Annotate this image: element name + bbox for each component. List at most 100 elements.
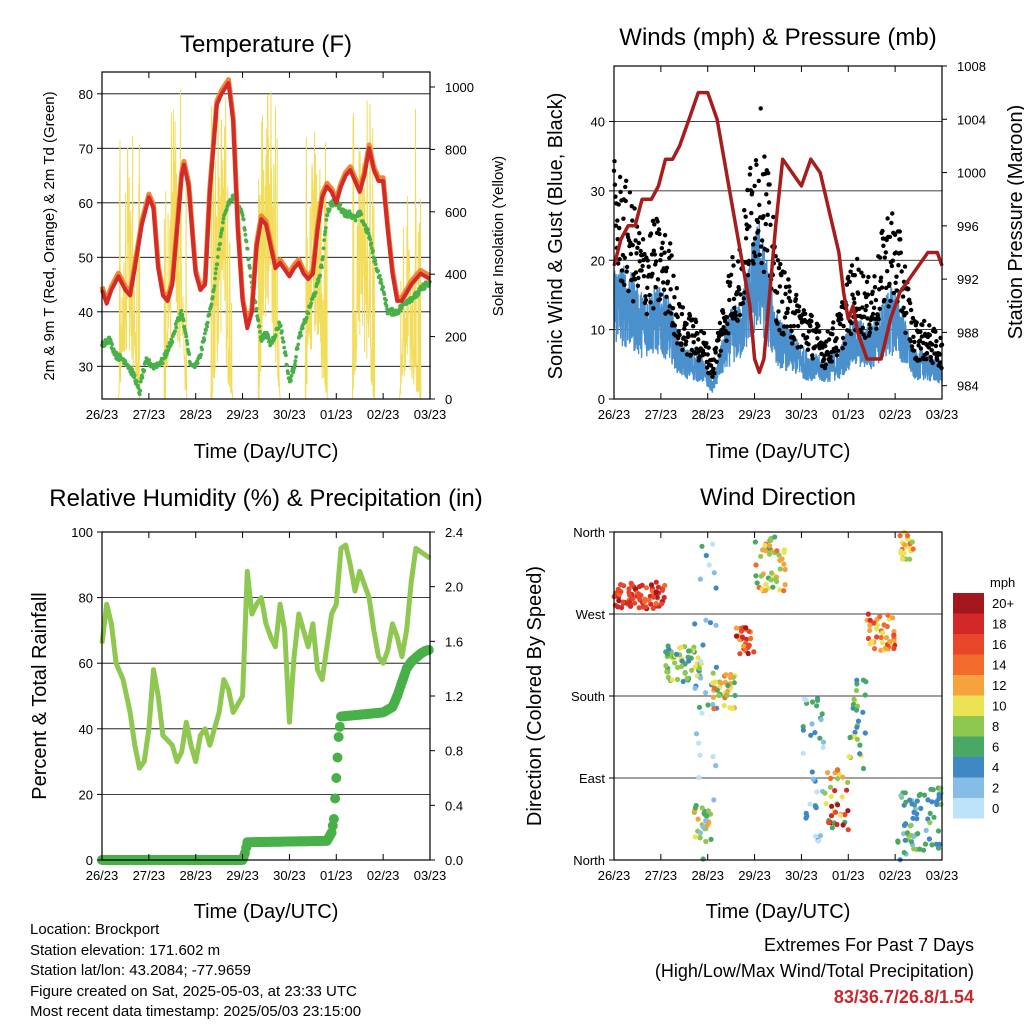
direction-point bbox=[767, 543, 773, 549]
y-tick-right-label: 996 bbox=[957, 219, 979, 234]
direction-point bbox=[773, 577, 779, 583]
direction-point bbox=[743, 625, 749, 631]
humidity-panel: Relative Humidity (%) & Precipitation (i… bbox=[29, 485, 483, 923]
dewpoint-point bbox=[384, 298, 388, 302]
gust-point bbox=[670, 306, 676, 311]
gust-point bbox=[779, 273, 784, 278]
gust-point bbox=[933, 329, 938, 334]
dewpoint-point bbox=[187, 352, 192, 356]
direction-point bbox=[839, 794, 845, 800]
gust-point bbox=[756, 178, 761, 184]
gust-point bbox=[762, 154, 767, 159]
dewpoint-point bbox=[300, 326, 305, 330]
gust-point bbox=[839, 317, 844, 322]
gust-point bbox=[873, 316, 878, 322]
direction-point bbox=[840, 774, 846, 780]
gust-point bbox=[817, 329, 822, 334]
direction-point bbox=[935, 828, 942, 834]
gust-point bbox=[764, 192, 769, 197]
y-tick-right-label: 0.8 bbox=[445, 744, 463, 759]
gust-point bbox=[728, 272, 734, 277]
direction-point bbox=[922, 841, 929, 847]
direction-point bbox=[907, 823, 913, 829]
gust-point bbox=[865, 292, 871, 297]
dewpoint-point bbox=[366, 231, 371, 236]
dewpoint-point bbox=[240, 213, 245, 218]
direction-point bbox=[854, 681, 860, 687]
direction-point bbox=[853, 707, 860, 713]
dewpoint-point bbox=[180, 312, 185, 317]
direction-point bbox=[762, 542, 768, 549]
y-tick-right-label: 988 bbox=[957, 325, 979, 340]
dewpoint-point bbox=[205, 324, 210, 329]
gust-point bbox=[930, 360, 935, 366]
gust-point bbox=[823, 362, 828, 368]
x-tick-label: 02/23 bbox=[367, 868, 400, 883]
gust-point bbox=[872, 274, 877, 279]
dewpoint-point bbox=[293, 362, 297, 367]
gust-point bbox=[680, 347, 685, 353]
gust-point bbox=[637, 231, 642, 236]
direction-point bbox=[650, 605, 656, 612]
direction-point bbox=[653, 589, 659, 595]
gust-point bbox=[883, 250, 888, 255]
direction-point bbox=[828, 793, 834, 800]
gust-point bbox=[834, 353, 840, 358]
gust-point bbox=[805, 347, 811, 352]
direction-point bbox=[862, 692, 868, 698]
dewpoint-point bbox=[280, 329, 284, 334]
y-tick-right-label: 800 bbox=[445, 142, 467, 157]
direction-point bbox=[865, 635, 872, 642]
gust-point bbox=[741, 296, 746, 301]
dewpoint-point bbox=[203, 331, 207, 336]
gust-point bbox=[646, 264, 651, 269]
gust-point bbox=[935, 357, 940, 362]
gust-point bbox=[647, 292, 652, 298]
direction-point bbox=[822, 790, 828, 796]
dewpoint-point bbox=[192, 365, 197, 370]
direction-point bbox=[909, 539, 915, 545]
direction-point bbox=[814, 703, 820, 709]
direction-point bbox=[846, 754, 852, 760]
direction-point bbox=[879, 640, 886, 646]
direction-point bbox=[768, 577, 774, 583]
gust-point bbox=[777, 284, 783, 289]
gust-point bbox=[708, 363, 714, 368]
x-tick-label: 28/23 bbox=[179, 868, 212, 883]
gust-point bbox=[765, 212, 770, 217]
legend-label: 14 bbox=[992, 658, 1006, 673]
direction-point bbox=[903, 821, 909, 827]
direction-point bbox=[710, 754, 716, 760]
gust-point bbox=[766, 200, 772, 205]
direction-point bbox=[800, 727, 807, 733]
direction-point bbox=[883, 635, 890, 641]
temperature-xlabel: Time (Day/UTC) bbox=[194, 441, 339, 463]
gust-point bbox=[840, 346, 845, 351]
direction-point bbox=[697, 830, 703, 836]
dewpoint-point bbox=[353, 218, 358, 223]
direction-point bbox=[934, 801, 940, 808]
gust-point bbox=[789, 328, 794, 334]
gust-point bbox=[795, 323, 801, 329]
direction-point bbox=[908, 832, 914, 838]
gust-point bbox=[787, 284, 792, 289]
gust-point bbox=[623, 184, 628, 190]
gust-point bbox=[648, 231, 654, 236]
gust-point bbox=[858, 329, 864, 335]
direction-point bbox=[772, 534, 778, 540]
gust-point bbox=[671, 273, 676, 278]
direction-point bbox=[917, 791, 924, 797]
x-tick-label: 30/23 bbox=[785, 407, 818, 422]
direction-point bbox=[854, 677, 860, 683]
gust-point bbox=[917, 338, 923, 343]
gust-point bbox=[729, 312, 735, 317]
x-tick-label: 29/23 bbox=[226, 407, 259, 422]
gust-point bbox=[771, 214, 776, 220]
direction-point bbox=[815, 838, 822, 844]
dewpoint-point bbox=[202, 338, 207, 343]
gust-point bbox=[900, 309, 905, 314]
gust-point bbox=[681, 335, 686, 340]
direction-point bbox=[672, 660, 678, 666]
dewpoint-point bbox=[373, 262, 378, 266]
gust-point bbox=[714, 359, 719, 364]
